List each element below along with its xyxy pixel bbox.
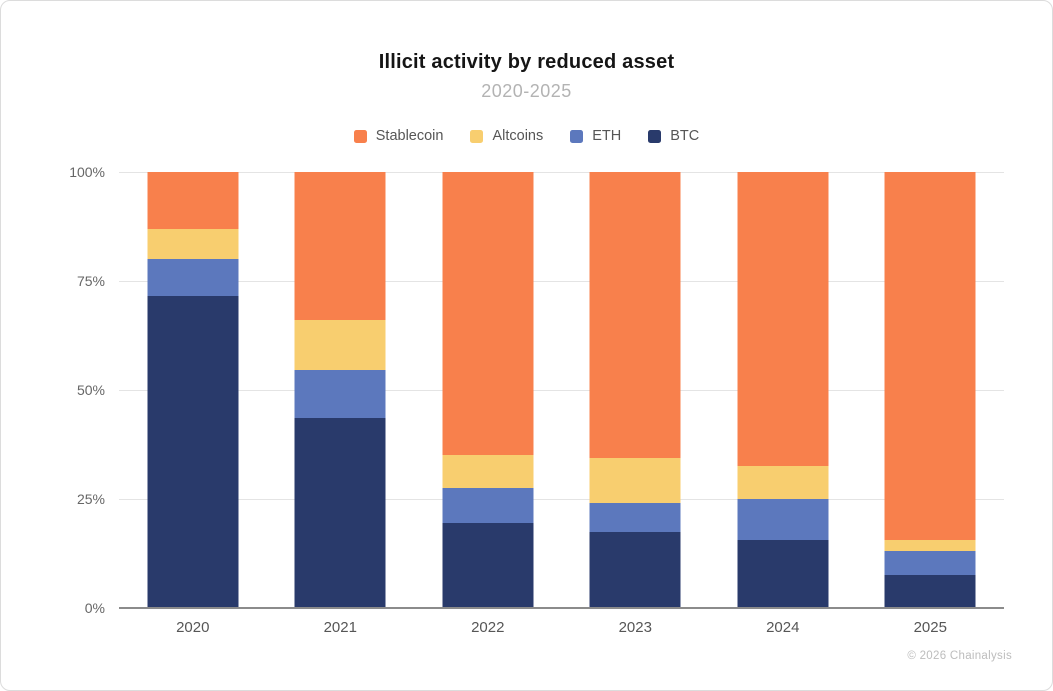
x-axis-label: 2023 xyxy=(618,619,652,636)
bar-segment-eth xyxy=(442,488,534,523)
legend-label: BTC xyxy=(670,128,700,144)
legend-label: Altcoins xyxy=(492,128,544,144)
bar-slot xyxy=(857,172,1005,608)
legend-item: Stablecoin xyxy=(353,128,444,144)
bar-2022 xyxy=(442,172,534,608)
legend-label: ETH xyxy=(592,128,622,144)
y-axis-label: 75% xyxy=(76,273,105,289)
gridline xyxy=(119,280,1004,282)
bar-segment-stablecoin xyxy=(884,172,976,541)
plot-area xyxy=(119,171,1004,609)
bar-segment-eth xyxy=(589,503,681,532)
bar-segment-eth xyxy=(884,551,976,576)
bar-segment-altcoins xyxy=(589,457,681,504)
bar-2023 xyxy=(589,172,681,608)
bar-slot xyxy=(414,172,562,608)
bar-segment-altcoins xyxy=(147,228,239,260)
bar-segment-stablecoin xyxy=(294,172,386,321)
legend-swatch-icon xyxy=(353,129,367,143)
legend-swatch-icon xyxy=(570,129,584,143)
x-axis: 2020 2021 2022 2023 2024 2025 xyxy=(119,619,1004,636)
x-axis-line xyxy=(119,607,1004,609)
legend-item: BTC xyxy=(648,128,699,144)
legend-label: Stablecoin xyxy=(375,128,444,144)
y-axis-label: 25% xyxy=(76,491,105,507)
legend-item: Altcoins xyxy=(470,128,543,144)
x-axis-label: 2020 xyxy=(176,619,210,636)
x-axis-label: 2024 xyxy=(766,619,800,636)
bar-slot xyxy=(119,172,267,608)
gridline xyxy=(119,389,1004,391)
x-axis-label: 2025 xyxy=(913,619,947,636)
bar-2021 xyxy=(294,172,386,608)
legend: Stablecoin Altcoins ETH BTC xyxy=(1,128,1052,144)
bar-2020 xyxy=(147,172,239,608)
bar-segment-eth xyxy=(737,499,829,541)
bar-slot xyxy=(562,172,710,608)
y-axis-label: 50% xyxy=(76,382,105,398)
bar-segment-btc xyxy=(884,575,976,608)
gridline xyxy=(119,171,1004,173)
legend-swatch-icon xyxy=(470,129,484,143)
bar-slot xyxy=(709,172,857,608)
y-axis-label: 100% xyxy=(69,164,105,180)
bar-segment-eth xyxy=(147,259,239,297)
bar-segment-stablecoin xyxy=(589,172,681,458)
bar-2025 xyxy=(884,172,976,608)
bar-segment-altcoins xyxy=(737,466,829,500)
bar-segment-eth xyxy=(294,370,386,419)
bar-segment-btc xyxy=(294,418,386,608)
bar-segment-altcoins xyxy=(442,455,534,489)
legend-swatch-icon xyxy=(648,129,662,143)
bar-segment-stablecoin xyxy=(737,172,829,467)
chart-title: Illicit activity by reduced asset xyxy=(378,51,675,73)
y-axis-label: 0% xyxy=(84,600,105,616)
bar-segment-btc xyxy=(442,522,534,608)
bar-slot xyxy=(267,172,415,608)
bars xyxy=(119,172,1004,608)
bar-2024 xyxy=(737,172,829,608)
bar-segment-btc xyxy=(737,540,829,608)
bar-segment-altcoins xyxy=(294,320,386,371)
bar-segment-btc xyxy=(589,531,681,608)
bar-segment-stablecoin xyxy=(147,172,239,229)
copyright-note: © 2026 Chainalysis xyxy=(907,650,1012,662)
chart-subtitle: 2020-2025 xyxy=(481,81,572,101)
bar-segment-altcoins xyxy=(884,540,976,552)
x-axis-label: 2021 xyxy=(323,619,357,636)
legend-item: ETH xyxy=(570,128,621,144)
bar-segment-stablecoin xyxy=(442,172,534,456)
x-axis-label: 2022 xyxy=(471,619,505,636)
bar-segment-btc xyxy=(147,296,239,608)
y-axis: 0% 25% 50% 75% 100% xyxy=(1,165,105,615)
gridline xyxy=(119,498,1004,500)
